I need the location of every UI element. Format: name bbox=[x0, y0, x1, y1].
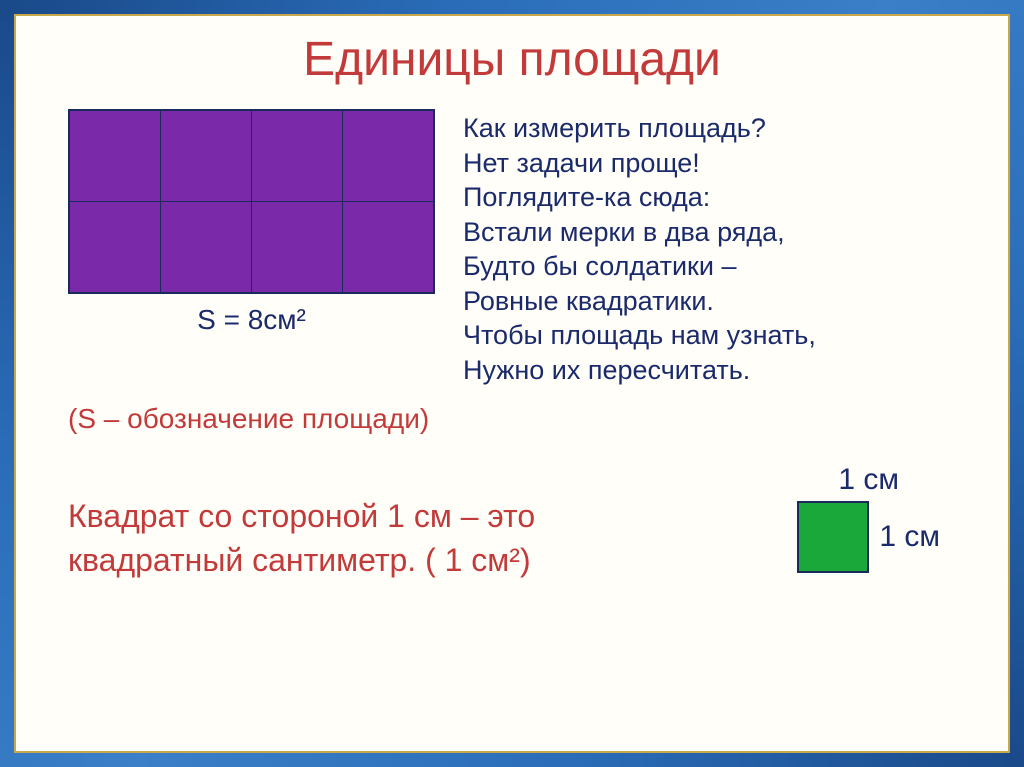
poem-line: Как измерить площадь? bbox=[463, 111, 968, 146]
definition-line-1: Квадрат со стороной 1 см – это bbox=[68, 498, 535, 534]
unit-square bbox=[797, 501, 869, 573]
unit-square-diagram: 1 см 1 см bbox=[797, 463, 940, 573]
s-notation-note: (S – обозначение площади) bbox=[68, 403, 968, 435]
grid-cell bbox=[161, 111, 251, 201]
poem-line: Нужно их пересчитать. bbox=[463, 353, 968, 388]
unit-square-row: 1 см bbox=[797, 501, 940, 573]
area-value-label: S = 8см² bbox=[197, 304, 306, 336]
poem-line: Встали мерки в два ряда, bbox=[463, 215, 968, 250]
poem-line: Будто бы солдатики – bbox=[463, 249, 968, 284]
slide-content: Единицы площади S = 8см² Как измерить пл… bbox=[20, 20, 1004, 747]
poem-line: Поглядите-ка сюда: bbox=[463, 180, 968, 215]
poem-text: Как измерить площадь?Нет задачи проще!По… bbox=[463, 109, 968, 387]
grid-cell bbox=[343, 202, 433, 292]
row-bottom: Квадрат со стороной 1 см – это квадратны… bbox=[56, 463, 968, 581]
unit-square-side-label: 1 см bbox=[879, 520, 940, 554]
square-cm-definition: Квадрат со стороной 1 см – это квадратны… bbox=[68, 463, 797, 581]
poem-line: Нет задачи проще! bbox=[463, 146, 968, 181]
grid-cell bbox=[70, 202, 160, 292]
area-grid bbox=[68, 109, 435, 294]
grid-cell bbox=[161, 202, 251, 292]
definition-line-2: квадратный сантиметр. ( 1 см²) bbox=[68, 542, 531, 578]
unit-square-top-label: 1 см bbox=[838, 463, 899, 497]
grid-cell bbox=[252, 202, 342, 292]
row-top: S = 8см² Как измерить площадь?Нет задачи… bbox=[56, 109, 968, 387]
grid-cell bbox=[343, 111, 433, 201]
poem-line: Ровные квадратики. bbox=[463, 284, 968, 319]
poem-line: Чтобы площадь нам узнать, bbox=[463, 318, 968, 353]
area-grid-wrap: S = 8см² bbox=[68, 109, 435, 336]
grid-cell bbox=[252, 111, 342, 201]
page-title: Единицы площади bbox=[56, 32, 968, 87]
grid-cell bbox=[70, 111, 160, 201]
